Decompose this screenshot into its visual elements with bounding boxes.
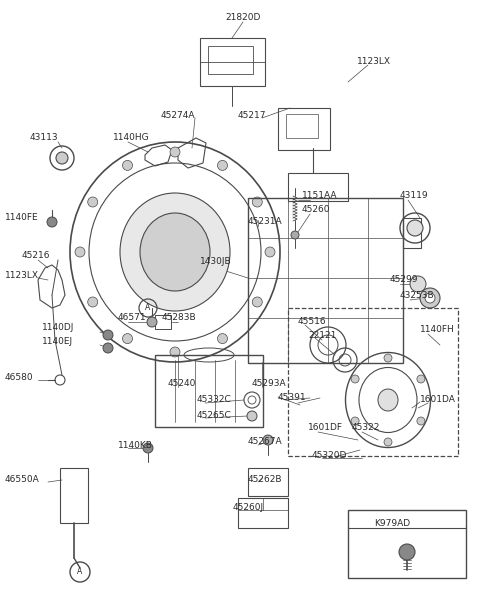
Circle shape <box>384 354 392 362</box>
Text: 46571: 46571 <box>118 313 146 323</box>
Text: 1123LX: 1123LX <box>5 272 39 280</box>
Text: 45265C: 45265C <box>197 412 232 421</box>
Text: 1140FE: 1140FE <box>5 213 38 223</box>
Text: 43119: 43119 <box>400 191 429 200</box>
Text: A: A <box>77 567 83 577</box>
Bar <box>286 114 318 138</box>
Bar <box>288 173 348 201</box>
Text: 43113: 43113 <box>30 134 59 143</box>
Bar <box>348 510 466 578</box>
Bar <box>208 46 253 74</box>
Text: 1151AA: 1151AA <box>302 191 337 200</box>
Circle shape <box>103 330 113 340</box>
Circle shape <box>143 443 153 453</box>
Text: 45322: 45322 <box>352 423 380 432</box>
Text: 45231A: 45231A <box>248 217 283 227</box>
Circle shape <box>247 411 257 421</box>
Circle shape <box>217 333 228 343</box>
Text: 1430JB: 1430JB <box>200 257 232 266</box>
Circle shape <box>122 160 132 170</box>
Circle shape <box>252 197 262 207</box>
Circle shape <box>384 438 392 446</box>
Text: 1601DF: 1601DF <box>308 423 343 432</box>
Text: 45260: 45260 <box>302 206 331 214</box>
Circle shape <box>88 197 98 207</box>
Text: 1140FH: 1140FH <box>420 326 455 335</box>
Circle shape <box>420 288 440 308</box>
Text: 45283B: 45283B <box>162 313 197 323</box>
Circle shape <box>252 297 262 307</box>
Text: 45260J: 45260J <box>232 504 264 512</box>
Text: 46550A: 46550A <box>5 475 40 485</box>
Text: 21820D: 21820D <box>225 14 261 22</box>
Text: 1601DA: 1601DA <box>420 395 456 405</box>
Text: 45332C: 45332C <box>197 395 232 405</box>
Circle shape <box>417 417 425 425</box>
Circle shape <box>417 375 425 383</box>
Text: 45391: 45391 <box>278 392 307 402</box>
Circle shape <box>56 152 68 164</box>
Text: 43253B: 43253B <box>400 292 434 300</box>
Bar <box>200 38 265 86</box>
Circle shape <box>122 333 132 343</box>
Bar <box>155 315 171 329</box>
Circle shape <box>291 231 299 239</box>
Text: 45217: 45217 <box>238 111 266 120</box>
Circle shape <box>147 317 157 327</box>
Text: 1140DJ: 1140DJ <box>42 323 74 333</box>
Text: 45216: 45216 <box>22 252 50 260</box>
Circle shape <box>351 375 359 383</box>
Text: 22121: 22121 <box>308 332 336 340</box>
Circle shape <box>170 347 180 357</box>
Text: 1123LX: 1123LX <box>357 58 391 67</box>
Circle shape <box>399 544 415 560</box>
Text: 1140HG: 1140HG <box>113 134 150 143</box>
Text: 45299: 45299 <box>390 276 419 284</box>
Text: 45262B: 45262B <box>248 475 283 485</box>
Circle shape <box>265 247 275 257</box>
Text: 45516: 45516 <box>298 317 326 326</box>
Bar <box>403 218 421 248</box>
Ellipse shape <box>378 389 398 411</box>
Text: 1140KB: 1140KB <box>118 442 153 451</box>
Circle shape <box>47 217 57 227</box>
Circle shape <box>407 220 423 236</box>
Text: 45267A: 45267A <box>248 438 283 446</box>
Text: 45274A: 45274A <box>161 111 195 120</box>
Bar <box>248 198 403 363</box>
Circle shape <box>88 297 98 307</box>
Bar <box>238 498 288 528</box>
Text: K979AD: K979AD <box>374 519 410 528</box>
Circle shape <box>170 147 180 157</box>
Circle shape <box>351 417 359 425</box>
Circle shape <box>263 435 273 445</box>
Text: 46580: 46580 <box>5 373 34 382</box>
Bar <box>278 108 330 150</box>
Circle shape <box>75 247 85 257</box>
Circle shape <box>103 343 113 353</box>
Text: 45293A: 45293A <box>252 379 287 388</box>
Bar <box>248 468 288 496</box>
Ellipse shape <box>140 213 210 291</box>
Text: A: A <box>145 303 151 313</box>
Text: 45320D: 45320D <box>312 452 348 461</box>
Bar <box>288 308 458 456</box>
Circle shape <box>410 276 426 292</box>
Text: 1140EJ: 1140EJ <box>42 337 73 346</box>
Circle shape <box>425 293 435 303</box>
Bar <box>155 355 263 427</box>
Text: 45240: 45240 <box>168 379 196 388</box>
Ellipse shape <box>120 193 230 311</box>
Circle shape <box>217 160 228 170</box>
Bar <box>60 468 88 523</box>
